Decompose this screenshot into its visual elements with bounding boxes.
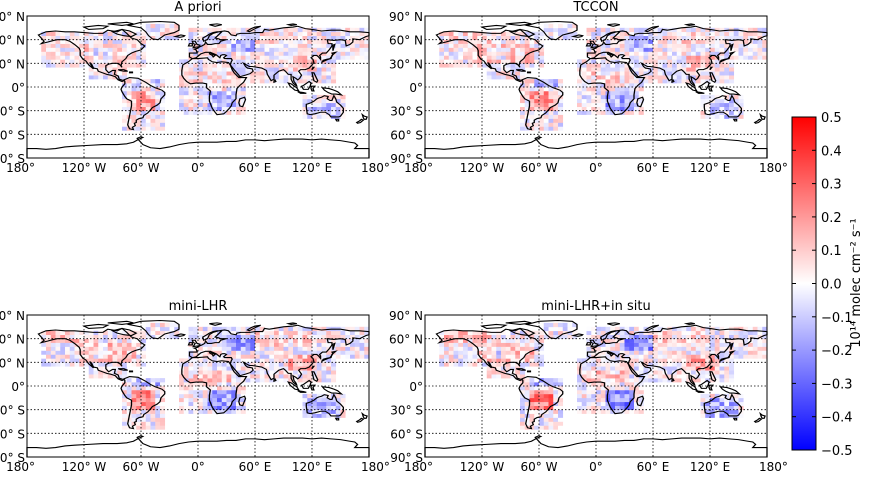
lon-tick-label: 60° W — [521, 460, 558, 474]
lon-tick-label: 0° — [589, 460, 603, 474]
lon-tick-label: 60° E — [637, 460, 670, 474]
gridlines — [27, 315, 369, 457]
lat-tick-label: 90° N — [0, 10, 25, 24]
colorbar-tick-label: −0.1 — [821, 311, 853, 326]
lat-tick-label: 90° S — [390, 451, 423, 465]
lat-tick-label: 0° — [409, 81, 423, 95]
colorbar-tick-label: 0.3 — [821, 178, 842, 193]
lat-tick-label: 90° N — [0, 309, 25, 323]
lon-tick-label: 60° W — [123, 460, 160, 474]
lon-tick-label: 120° E — [690, 161, 730, 175]
lat-tick-label: 60° N — [0, 333, 25, 347]
panel-title: mini-LHR — [169, 299, 228, 314]
lat-tick-label: 60° N — [0, 34, 25, 48]
lat-tick-label: 60° N — [389, 34, 423, 48]
lon-tick-label: 0° — [589, 161, 603, 175]
lat-tick-label: 60° S — [390, 427, 423, 441]
map-frame — [424, 314, 768, 458]
lon-tick-label: 120° W — [460, 460, 505, 474]
flux-cells — [439, 322, 768, 430]
map-panel-a-priori: A priori 90° N 60° N 30° N 0° 30° S 60° S 90° S… — [0, 0, 390, 175]
lon-tick-label: 120° E — [292, 161, 332, 175]
lon-tick-label: 180° — [361, 460, 390, 474]
lon-tick-label: 120° W — [62, 460, 107, 474]
lon-tick-label: 180° — [6, 460, 35, 474]
lon-tick-label: 120° W — [460, 161, 505, 175]
lon-tick-label: 60° W — [123, 161, 160, 175]
lon-tick-label: 0° — [191, 460, 205, 474]
map-frame — [26, 15, 370, 159]
map-frame — [26, 314, 370, 458]
lat-tick-label: 60° N — [389, 333, 423, 347]
lat-tick-label: 90° N — [389, 10, 423, 24]
gridlines — [425, 16, 767, 158]
lat-tick-label: 30° N — [389, 57, 423, 71]
lon-tick-label: 180° — [6, 161, 35, 175]
lat-tick-label: 0° — [11, 81, 25, 95]
colorbar: 0.5 0.4 0.3 0.2 0.1 0.0 −0.1 −0.2 −0.3 −0.4 −0.5 1… — [791, 111, 864, 459]
lon-tick-label: 60° W — [521, 161, 558, 175]
map-panel-mini-lhr-in-situ: mini-LHR+in situ 90° N 60° N 30° N 0° 30° S 60… — [389, 299, 788, 474]
panel-title: TCCON — [572, 0, 618, 15]
lat-tick-label: 90° S — [0, 451, 25, 465]
lat-tick-label: 90° S — [390, 152, 423, 166]
panel-title: mini-LHR+in situ — [541, 299, 650, 314]
lon-tick-label: 120° E — [690, 460, 730, 474]
lat-tick-label: 30° S — [0, 105, 25, 119]
lat-tick-label: 30° N — [0, 356, 25, 370]
lon-tick-label: 180° — [759, 161, 788, 175]
lat-tick-label: 30° S — [0, 404, 25, 418]
map-panel-mini-lhr: mini-LHR 90° N 60° N 30° N 0° 30° S 60° S 90° S… — [0, 299, 390, 474]
colorbar-tick-label: 0.0 — [821, 278, 842, 293]
lat-tick-label: 90° N — [389, 309, 423, 323]
lat-tick-label: 0° — [11, 380, 25, 394]
lat-tick-label: 30° N — [0, 57, 25, 71]
colorbar-tick-label: −0.4 — [821, 411, 853, 426]
lon-tick-label: 180° — [759, 460, 788, 474]
colorbar-label: 10¹⁴ molec cm⁻² s⁻¹ — [849, 218, 864, 347]
lon-tick-label: 180° — [361, 161, 390, 175]
lat-tick-label: 60° S — [390, 128, 423, 142]
lat-tick-label: 60° S — [0, 128, 25, 142]
lat-tick-label: 30° S — [390, 105, 423, 119]
lon-tick-label: 180° — [404, 460, 433, 474]
lat-tick-label: 30° S — [390, 404, 423, 418]
colorbar-tick-label: 0.2 — [821, 211, 842, 226]
colorbar-tick-label: −0.2 — [821, 344, 853, 359]
lon-tick-label: 120° E — [292, 460, 332, 474]
gridlines — [27, 16, 369, 158]
colorbar-tick-label: 0.4 — [821, 144, 842, 159]
colorbar-tick-label: −0.3 — [821, 377, 853, 392]
lat-tick-label: 0° — [409, 380, 423, 394]
colorbar-tick-label: 0.1 — [821, 244, 842, 259]
lon-tick-label: 120° W — [62, 161, 107, 175]
lat-tick-label: 30° N — [389, 356, 423, 370]
colorbar-tick-label: −0.5 — [821, 444, 853, 459]
panel-title: A priori — [174, 0, 221, 15]
lat-tick-label: 90° S — [0, 152, 25, 166]
lon-tick-label: 60° E — [239, 161, 272, 175]
lon-tick-label: 0° — [191, 161, 205, 175]
colorbar-tick-label: 0.5 — [821, 111, 842, 126]
lon-tick-label: 60° E — [637, 161, 670, 175]
lon-tick-label: 180° — [404, 161, 433, 175]
lat-tick-label: 60° S — [0, 427, 25, 441]
gridlines — [425, 315, 767, 457]
map-frame — [424, 15, 768, 159]
colorbar-ticks: 0.5 0.4 0.3 0.2 0.1 0.0 −0.1 −0.2 −0.3 −0.4 −0.5 — [792, 111, 853, 459]
lon-tick-label: 60° E — [239, 460, 272, 474]
